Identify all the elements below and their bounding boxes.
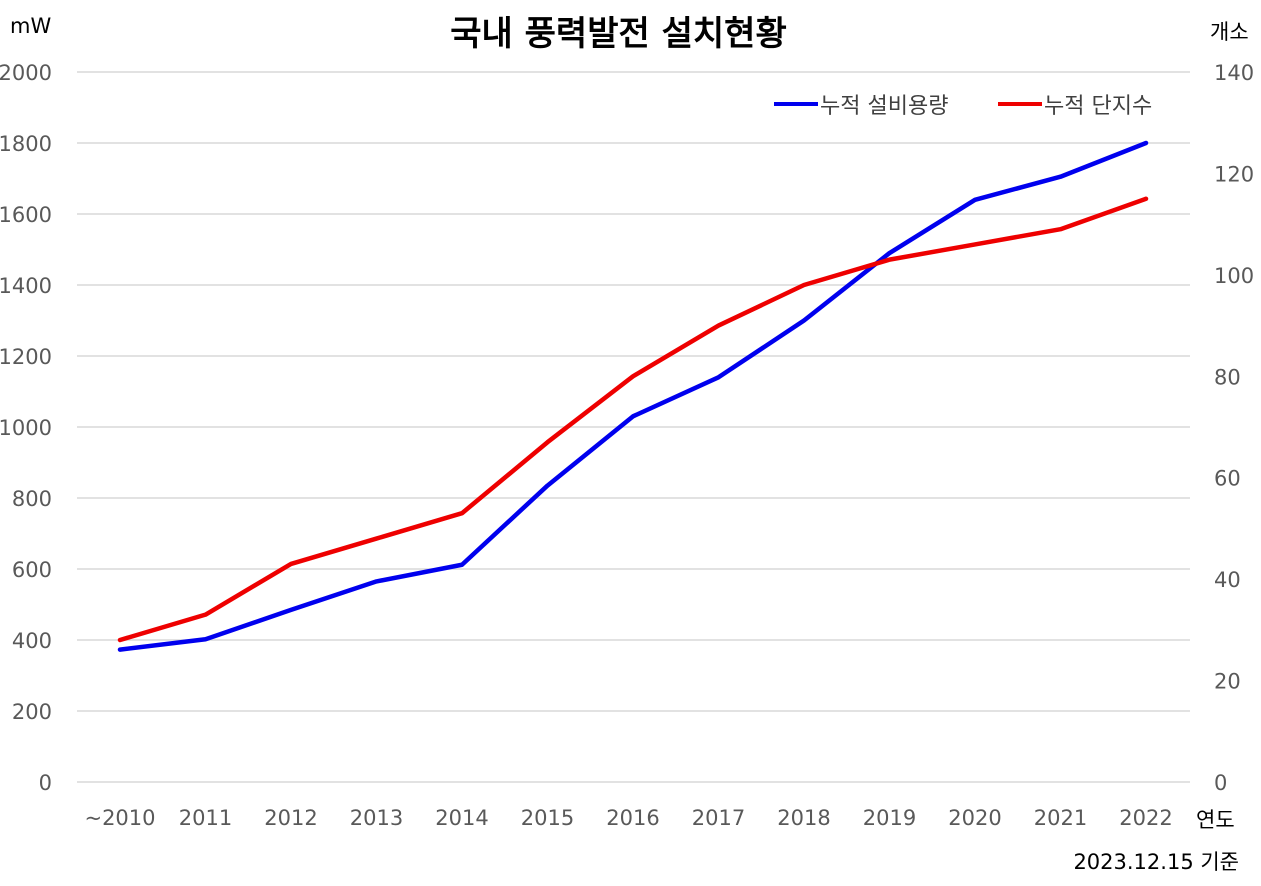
y2-axis-unit: 개소 bbox=[1210, 20, 1249, 44]
x-tick-label: 2013 bbox=[350, 806, 403, 830]
x-tick-label: 2021 bbox=[1034, 806, 1087, 830]
legend-label-capacity: 누적 설비용량 bbox=[820, 94, 949, 119]
y2-tick-label: 80 bbox=[1214, 365, 1241, 389]
series-line-sites bbox=[117, 196, 1149, 643]
y2-tick-label: 60 bbox=[1214, 467, 1241, 491]
legend-item-capacity: 누적 설비용량 bbox=[774, 88, 948, 120]
x-tick-label: 2022 bbox=[1119, 806, 1172, 830]
chart-title: 국내 풍력발전 설치현황 bbox=[450, 14, 787, 54]
y-tick-label: 0 bbox=[39, 771, 52, 795]
y2-tick-label: 140 bbox=[1214, 61, 1254, 85]
legend-item-sites: 누적 단지수 bbox=[998, 88, 1152, 120]
y-tick-label: 1200 bbox=[0, 345, 52, 369]
x-tick-label: 2019 bbox=[863, 806, 916, 830]
y2-tick-label: 20 bbox=[1214, 670, 1241, 694]
y-tick-label: 800 bbox=[12, 487, 52, 511]
x-tick-label: 2017 bbox=[692, 806, 745, 830]
x-tick-label: 2016 bbox=[606, 806, 659, 830]
y-tick-label: 2000 bbox=[0, 61, 52, 85]
x-axis-unit: 연도 bbox=[1196, 808, 1235, 832]
y2-tick-label: 0 bbox=[1214, 771, 1227, 795]
x-tick-label: 2020 bbox=[948, 806, 1001, 830]
y2-tick-label: 40 bbox=[1214, 568, 1241, 592]
y-tick-label: 600 bbox=[12, 558, 52, 582]
y-tick-label: 400 bbox=[12, 629, 52, 653]
y-tick-label: 1400 bbox=[0, 274, 52, 298]
date-note: 2023.12.15 기준 bbox=[1073, 850, 1239, 874]
series-line-capacity bbox=[117, 140, 1149, 652]
y2-tick-label: 120 bbox=[1214, 162, 1254, 186]
y-axis-unit: mW bbox=[10, 14, 52, 38]
y-tick-label: 200 bbox=[12, 700, 52, 724]
x-tick-label: 2012 bbox=[264, 806, 317, 830]
x-tick-label: 2018 bbox=[777, 806, 830, 830]
y-tick-label: 1000 bbox=[0, 416, 52, 440]
x-tick-label: 2014 bbox=[435, 806, 488, 830]
legend-swatch-capacity bbox=[774, 102, 818, 106]
legend-swatch-sites bbox=[998, 102, 1042, 106]
x-tick-label: ~2010 bbox=[84, 806, 155, 830]
y-tick-label: 1600 bbox=[0, 203, 52, 227]
y2-tick-label: 100 bbox=[1214, 264, 1254, 288]
x-tick-label: 2015 bbox=[521, 806, 574, 830]
y-tick-label: 1800 bbox=[0, 132, 52, 156]
legend-label-sites: 누적 단지수 bbox=[1044, 94, 1153, 119]
x-tick-label: 2011 bbox=[179, 806, 232, 830]
